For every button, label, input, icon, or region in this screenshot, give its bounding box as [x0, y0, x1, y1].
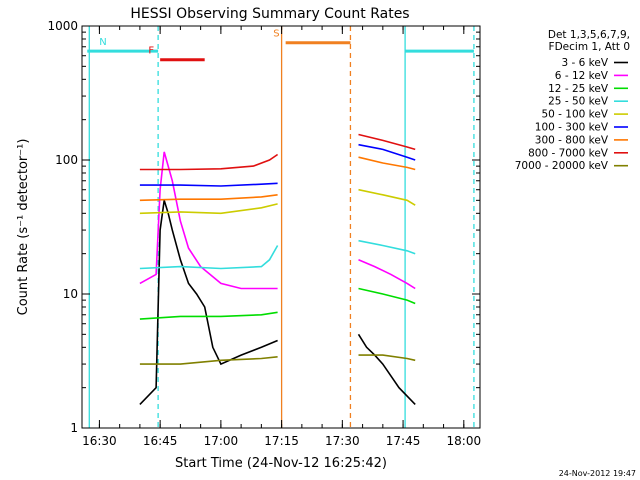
x-tick-label: 16:45: [143, 434, 178, 448]
legend-header-line: FDecim 1, Att 0: [549, 41, 630, 53]
plot-frame: [81, 25, 481, 429]
y-tick-label: 1000: [47, 19, 78, 33]
data-series-group: [139, 133, 416, 405]
x-tick-label: 17:30: [325, 434, 360, 448]
series-line: [139, 200, 416, 405]
y-tick-label: 100: [55, 153, 78, 167]
series-line: [139, 143, 416, 187]
flag-bars: N F S: [87, 29, 474, 62]
legend-label: 6 - 12 keV: [555, 70, 609, 82]
series-line: [139, 151, 416, 290]
chart-title: HESSI Observing Summary Count Rates: [130, 6, 409, 22]
x-axis: 16:30 16:45 17:00 17:15 17:30 17:45 18:00: [82, 26, 481, 448]
x-axis-label: Start Time (24-Nov-12 16:25:42): [175, 456, 387, 471]
x-tick-label: 17:15: [264, 434, 299, 448]
legend-label: 100 - 300 keV: [535, 122, 609, 134]
series-line: [139, 354, 416, 365]
x-tick-label: 17:00: [204, 434, 239, 448]
y-axis-label: Count Rate (s⁻¹ detector⁻¹): [16, 139, 31, 316]
series-line: [139, 188, 416, 215]
series-line: [139, 156, 416, 202]
x-tick-label: 18:00: [447, 434, 482, 448]
footer-timestamp: 24-Nov-2012 19:47: [559, 469, 636, 478]
series-line: [139, 287, 416, 320]
y-tick-label: 1: [70, 421, 78, 435]
legend-label: 800 - 7000 keV: [528, 147, 609, 159]
flag-label: N: [99, 37, 106, 48]
legend-label: 300 - 800 keV: [535, 134, 609, 146]
legend-label: 12 - 25 keV: [548, 83, 609, 95]
y-axis: 1 10 100 1000: [47, 19, 480, 435]
legend-label: 25 - 50 keV: [548, 96, 609, 108]
legend-label: 3 - 6 keV: [561, 57, 608, 69]
flag-label: S: [273, 29, 279, 40]
flag-label: F: [148, 46, 154, 57]
legend-label: 7000 - 20000 keV: [515, 160, 609, 172]
legend: Det 1,3,5,6,7,9,FDecim 1, Att 0 3 - 6 keV…: [515, 29, 630, 172]
vertical-marker-lines: [88, 26, 475, 428]
series-line: [139, 133, 416, 171]
series-line: [139, 239, 416, 270]
legend-header-line: Det 1,3,5,6,7,9,: [548, 29, 630, 41]
x-tick-label: 17:45: [386, 434, 421, 448]
x-tick-label: 16:30: [82, 434, 117, 448]
legend-label: 50 - 100 keV: [541, 109, 608, 121]
y-tick-label: 10: [63, 287, 78, 301]
